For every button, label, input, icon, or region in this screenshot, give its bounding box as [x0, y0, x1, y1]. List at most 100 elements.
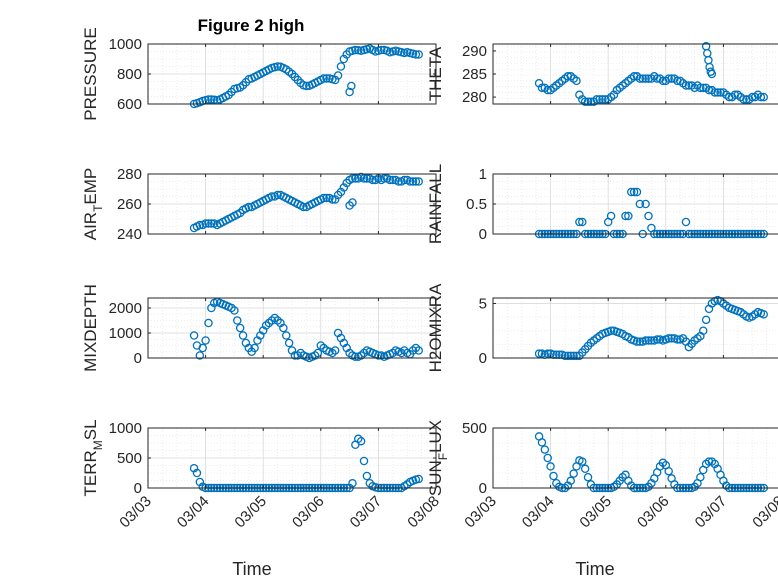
- series-air-t-emp: [189, 172, 423, 233]
- data-point: [359, 456, 369, 466]
- data-point: [400, 175, 409, 185]
- series-theta: [534, 42, 768, 106]
- data-point: [353, 46, 363, 55]
- data-point: [644, 211, 653, 221]
- data-point: [281, 331, 291, 340]
- x-axis-label-left: Time: [232, 559, 271, 579]
- data-point: [345, 87, 354, 97]
- data-point: [414, 474, 423, 484]
- data-point: [336, 62, 346, 71]
- axes-background: [493, 298, 778, 358]
- panel-terr-m-sl: 0 500 1000 03/03 03/04 03/05 03/06 03/07 03/08 TE…: [81, 419, 443, 531]
- data-point: [351, 45, 360, 55]
- data-point: [250, 343, 259, 353]
- data-point: [411, 50, 421, 59]
- grid: [147, 427, 437, 489]
- data-point: [273, 62, 282, 71]
- y-tick-label: 0: [134, 480, 142, 497]
- y-axis-label: SUNFLUX: [426, 420, 450, 496]
- data-point: [322, 193, 331, 203]
- data-point: [204, 318, 213, 328]
- data-point: [635, 74, 645, 83]
- data-point: [632, 337, 642, 346]
- data-point: [408, 177, 418, 186]
- panel-pressure: 600 800 1000 PRESSURE: [81, 27, 437, 121]
- data-point: [189, 331, 199, 340]
- data-point: [201, 336, 210, 345]
- data-point: [348, 478, 357, 488]
- axes-frame: [147, 297, 437, 359]
- data-point: [333, 71, 343, 80]
- data-point: [580, 97, 590, 106]
- data-point: [534, 349, 544, 358]
- y-tick-label: 5: [479, 295, 487, 312]
- data-point: [540, 445, 550, 454]
- data-point: [394, 177, 403, 186]
- data-point: [233, 316, 242, 325]
- data-point: [713, 88, 722, 97]
- data-point: [351, 174, 360, 183]
- data-point: [388, 175, 398, 185]
- data-point: [621, 211, 630, 221]
- panel-h2omixra: 0 5 H2OMIXRA: [426, 283, 778, 372]
- data-point: [328, 195, 337, 204]
- data-point: [201, 219, 210, 228]
- data-point: [209, 95, 219, 105]
- x-tick-label: 03/04: [174, 493, 213, 532]
- axes-frame: [492, 427, 778, 489]
- data-point: [560, 351, 570, 361]
- data-point: [578, 457, 587, 466]
- x-tick-label: 03/04: [519, 493, 558, 532]
- data-point: [313, 348, 323, 358]
- y-tick-label: 285: [462, 66, 487, 83]
- data-point: [632, 187, 642, 197]
- data-point: [647, 336, 656, 345]
- data-point: [351, 352, 360, 361]
- data-point: [566, 476, 576, 486]
- y-tick-label: 280: [117, 166, 142, 183]
- y-axis-label: MIXDEPTH: [81, 284, 100, 372]
- x-axis-label-right: Time: [575, 559, 614, 579]
- axes-frame: [492, 297, 778, 359]
- data-point: [698, 326, 708, 335]
- data-point: [347, 81, 356, 91]
- data-point: [204, 219, 213, 228]
- data-point: [244, 202, 254, 212]
- data-point: [756, 92, 766, 102]
- y-axis-label: RAINFALL: [426, 164, 445, 244]
- data-point: [598, 95, 607, 104]
- y-tick-label: 280: [462, 89, 487, 106]
- data-point: [198, 343, 207, 353]
- x-tick-label: 03/06: [634, 493, 673, 532]
- series-mixdepth: [189, 297, 423, 363]
- data-point: [204, 95, 213, 104]
- data-point: [710, 88, 720, 97]
- data-point: [641, 199, 650, 209]
- data-point: [681, 217, 691, 227]
- data-point: [319, 74, 328, 83]
- y-tick-label: 240: [117, 226, 142, 243]
- data-point: [549, 471, 558, 481]
- data-point: [606, 211, 616, 221]
- data-point: [572, 76, 581, 86]
- x-tick-label: 03/05: [231, 493, 270, 532]
- data-point: [543, 453, 552, 463]
- data-point: [374, 351, 383, 360]
- y-axis-label: TERRMSL: [81, 419, 105, 496]
- data-point: [235, 323, 245, 333]
- data-point: [569, 469, 578, 478]
- data-point: [207, 95, 216, 104]
- data-point: [362, 174, 372, 183]
- y-tick-label: 1: [479, 166, 487, 183]
- data-point: [583, 97, 593, 106]
- panel-sun-f-lux: 0 500 03/03 03/04 03/05 03/06 03/07 03/08 SUNFLU…: [426, 420, 778, 532]
- data-point: [543, 349, 552, 358]
- y-tick-label: 1000: [109, 420, 142, 437]
- data-point: [302, 81, 311, 91]
- data-point: [644, 336, 653, 345]
- data-point: [537, 438, 547, 447]
- data-point: [759, 310, 768, 319]
- data-point: [664, 466, 673, 476]
- y-tick-label: 600: [117, 96, 142, 113]
- x-tick-label: 03/03: [461, 493, 500, 532]
